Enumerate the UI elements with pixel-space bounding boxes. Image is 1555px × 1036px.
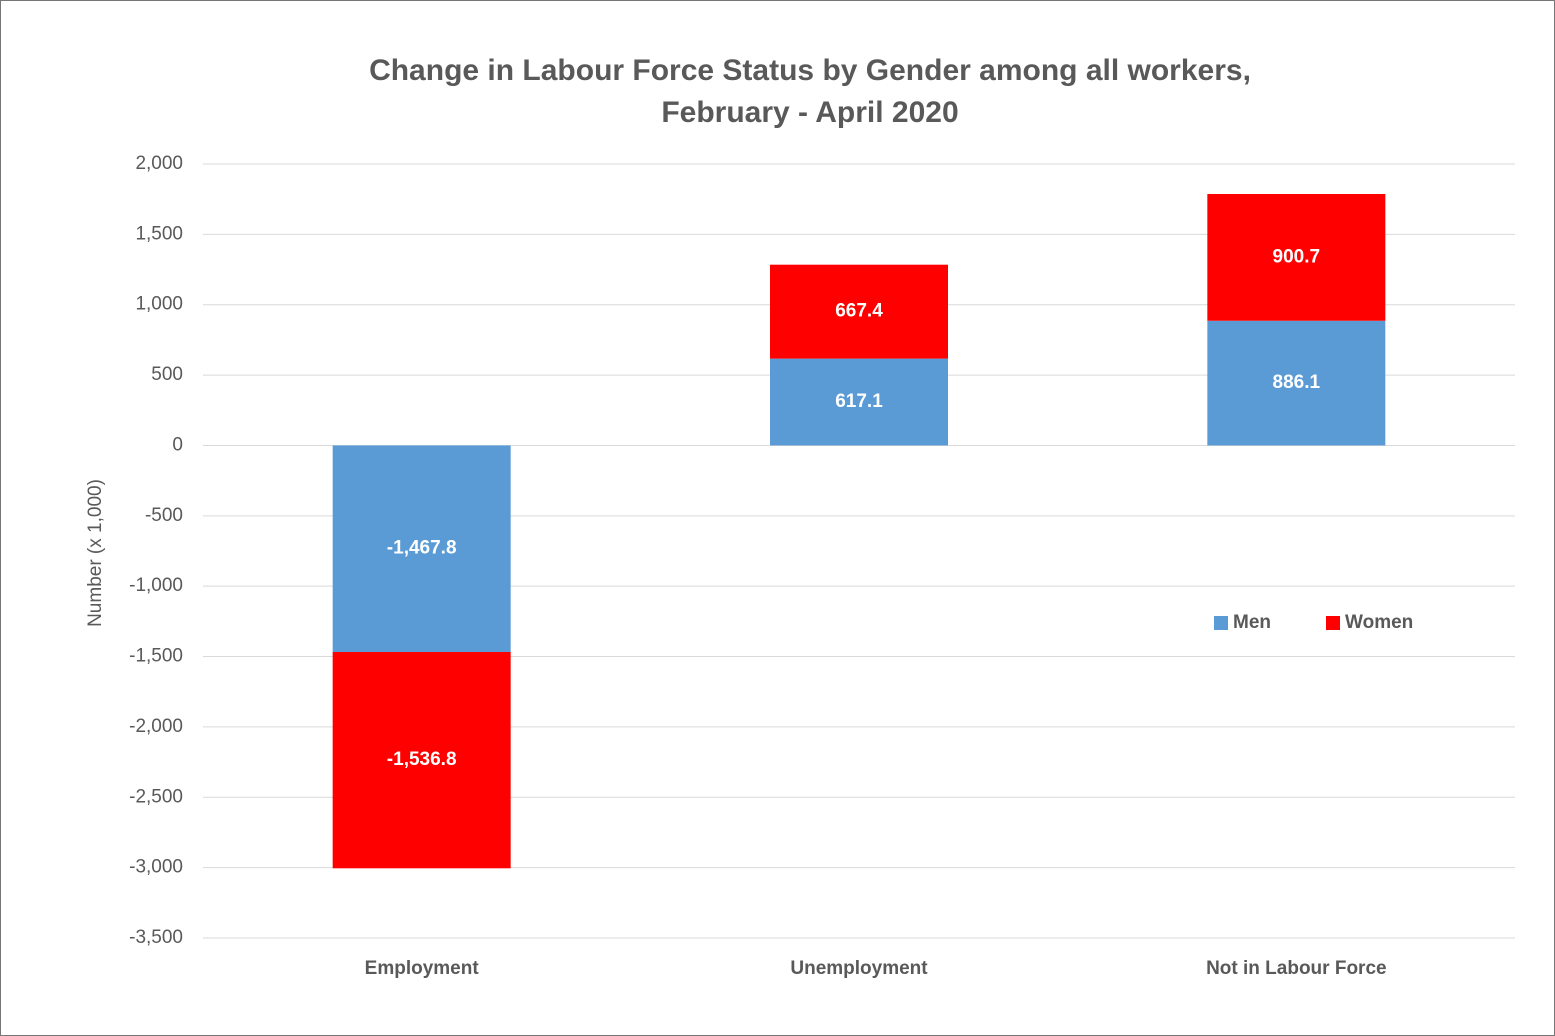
data-label: -1,536.8 xyxy=(387,749,457,770)
y-tick-label: 1,000 xyxy=(135,294,183,315)
y-tick-label: 2,000 xyxy=(135,153,183,174)
chart-title: February - April 2020 xyxy=(661,96,958,129)
legend-label: Men xyxy=(1233,612,1271,633)
y-tick-label: 500 xyxy=(151,364,183,385)
legend-swatch xyxy=(1326,616,1340,630)
y-tick-label: -3,000 xyxy=(129,857,183,878)
y-tick-label: 0 xyxy=(172,434,183,455)
data-label: 886.1 xyxy=(1273,372,1321,393)
x-tick-label: Unemployment xyxy=(790,958,928,979)
data-label: 617.1 xyxy=(835,391,883,412)
x-tick-label: Not in Labour Force xyxy=(1206,958,1387,979)
bar-segment xyxy=(1207,194,1386,321)
legend-label: Women xyxy=(1345,612,1413,633)
x-tick-label: Employment xyxy=(365,958,480,979)
bar-segment xyxy=(770,358,948,446)
y-axis-label: Number (x 1,000) xyxy=(85,479,106,627)
chart-title: Change in Labour Force Status by Gender … xyxy=(369,54,1251,87)
bar-segment xyxy=(770,264,948,359)
y-tick-label: -2,000 xyxy=(129,716,183,737)
data-label: -1,467.8 xyxy=(387,538,457,559)
data-label: 667.4 xyxy=(835,301,883,322)
y-tick-label: -1,000 xyxy=(129,575,183,596)
bar-segment xyxy=(1207,320,1386,446)
y-tick-label: -1,500 xyxy=(129,646,183,667)
bar-segment xyxy=(332,445,511,653)
y-tick-label: -3,500 xyxy=(129,927,183,948)
data-label: 900.7 xyxy=(1273,246,1321,267)
y-tick-label: -2,500 xyxy=(129,786,183,807)
y-tick-label: 1,500 xyxy=(135,223,183,244)
y-tick-label: -500 xyxy=(145,505,183,526)
legend-swatch xyxy=(1214,616,1228,630)
bar-segment xyxy=(332,652,511,869)
